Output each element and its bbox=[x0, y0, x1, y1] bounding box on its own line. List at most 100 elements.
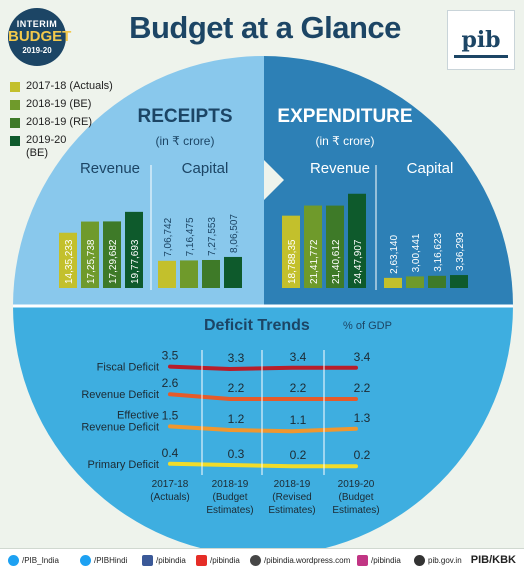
deficit-value-label: 1.5 bbox=[162, 408, 179, 422]
badge-line-3: 2019-20 bbox=[22, 46, 52, 55]
deficit-category-label: (Revised bbox=[272, 492, 311, 503]
page-title: Budget at a Glance bbox=[129, 10, 401, 45]
deficit-value-label: 0.4 bbox=[162, 446, 179, 460]
globe-icon[interactable] bbox=[414, 555, 425, 566]
expenditure-capital-value-label: 3,36,293 bbox=[455, 232, 466, 271]
deficit-value-label: 2.2 bbox=[354, 381, 371, 395]
legend-swatch bbox=[10, 136, 20, 146]
deficit-category-label: (Actuals) bbox=[150, 492, 189, 503]
expenditure-capital-bar bbox=[384, 277, 402, 288]
deficit-series-name: Fiscal Deficit bbox=[97, 362, 159, 374]
deficit-category-label: Estimates) bbox=[332, 505, 379, 516]
badge-line-1: INTERIM bbox=[16, 19, 58, 29]
receipts-revenue-value-label: 19,77,693 bbox=[130, 239, 141, 284]
legend-label: 2018-19 (BE) bbox=[26, 98, 92, 110]
deficit-value-label: 1.1 bbox=[290, 413, 307, 427]
deficit-category-label: (Budget bbox=[338, 492, 373, 503]
deficit-series-name: Effective bbox=[117, 409, 159, 421]
badge-line-2: BUDGET bbox=[8, 28, 72, 45]
expenditure-revenue-bar bbox=[326, 205, 344, 288]
expenditure-revenue-bar bbox=[348, 193, 366, 288]
footer-social-bar: /PIB_India/PIBHindi/pibindia/pibindia/pi… bbox=[0, 548, 524, 575]
twitter-icon[interactable] bbox=[8, 555, 19, 566]
expenditure-revenue-bar bbox=[304, 205, 322, 288]
deficit-value-label: 2.6 bbox=[162, 376, 179, 390]
legend-label: 2018-19 (RE) bbox=[26, 116, 93, 128]
receipts-capital-bar bbox=[180, 260, 198, 288]
deficit-series-name: Primary Deficit bbox=[87, 459, 159, 471]
facebook-icon[interactable] bbox=[142, 555, 153, 566]
receipts-revenue-bar bbox=[125, 211, 143, 288]
receipts-capital-value-label: 7,16,475 bbox=[185, 217, 196, 256]
receipts-revenue-value-label: 14,35,233 bbox=[64, 239, 75, 284]
pib-logo: pib bbox=[447, 10, 515, 70]
deficit-value-label: 3.4 bbox=[354, 350, 371, 364]
receipts-revenue-bar bbox=[81, 221, 99, 288]
legend-label: 2019-20 (BE) bbox=[26, 134, 67, 159]
expenditure-subtitle: (in ₹ crore) bbox=[315, 134, 375, 148]
deficit-value-label: 3.5 bbox=[162, 349, 179, 363]
expenditure-capital-value-label: 2,63,140 bbox=[389, 235, 400, 274]
expenditure-capital-label: Capital bbox=[406, 160, 454, 177]
expenditure-capital-bar bbox=[428, 275, 446, 288]
deficit-category-label: 2017-18 bbox=[152, 479, 189, 490]
legend-swatch bbox=[10, 100, 20, 110]
legend-swatch bbox=[10, 118, 20, 128]
legend-label: 2017-18 (Actuals) bbox=[26, 80, 113, 92]
expenditure-capital-bar bbox=[450, 275, 468, 288]
receipts-revenue-bar bbox=[103, 221, 121, 288]
deficit-value-label: 0.2 bbox=[354, 448, 371, 462]
receipts-capital-bar bbox=[158, 260, 176, 288]
expenditure-capital-bar bbox=[406, 276, 424, 288]
twitter-icon[interactable] bbox=[80, 555, 91, 566]
receipts-subtitle: (in ₹ crore) bbox=[155, 134, 215, 148]
expenditure-capital-value-label: 3,16,623 bbox=[433, 232, 444, 271]
receipts-capital-bar bbox=[224, 256, 242, 288]
footer-link[interactable]: /pibindia bbox=[156, 556, 186, 565]
deficit-value-label: 3.3 bbox=[228, 351, 245, 365]
deficit-series-line bbox=[168, 364, 358, 372]
expenditure-title: EXPENDITURE bbox=[277, 106, 413, 127]
footer-link[interactable]: /pibindia bbox=[371, 556, 401, 565]
deficit-value-label: 1.3 bbox=[354, 411, 371, 425]
footer-credit: PIB/KBK bbox=[470, 554, 516, 566]
receipts-capital-value-label: 8,06,507 bbox=[229, 214, 240, 253]
wordpress-icon[interactable] bbox=[250, 555, 261, 566]
expenditure-revenue-value-label: 21,40,612 bbox=[331, 239, 342, 284]
legend-swatch bbox=[10, 82, 20, 92]
expenditure-capital-value-label: 3,00,441 bbox=[411, 233, 422, 272]
pib-logo-text: pib bbox=[461, 27, 501, 53]
footer-link[interactable]: /PIB_India bbox=[22, 556, 59, 565]
receipts-revenue-label: Revenue bbox=[79, 160, 141, 177]
receipts-capital-value-label: 7,06,742 bbox=[163, 217, 174, 256]
receipts-revenue-value-label: 17,29,682 bbox=[108, 239, 119, 284]
deficit-category-label: Estimates) bbox=[268, 505, 315, 516]
deficit-value-label: 2.2 bbox=[290, 381, 307, 395]
deficit-value-label: 2.2 bbox=[228, 381, 245, 395]
footer-link[interactable]: /PIBHindi bbox=[94, 556, 128, 565]
expenditure-revenue-value-label: 24,47,907 bbox=[353, 239, 364, 284]
footer-link[interactable]: pib.gov.in bbox=[428, 556, 462, 565]
deficit-unit-label: % of GDP bbox=[343, 320, 392, 332]
instagram-icon[interactable] bbox=[357, 555, 368, 566]
expenditure-revenue-bar bbox=[282, 215, 300, 288]
deficit-category-label: 2019-20 bbox=[338, 479, 375, 490]
expenditure-revenue-value-label: 21,41,772 bbox=[309, 239, 320, 284]
deficit-value-label: 0.3 bbox=[228, 447, 245, 461]
footer-link[interactable]: /pibindia.wordpress.com bbox=[264, 556, 351, 565]
footer-link[interactable]: /pibindia bbox=[210, 556, 240, 565]
deficit-value-label: 0.2 bbox=[290, 448, 307, 462]
youtube-icon[interactable] bbox=[196, 555, 207, 566]
receipts-capital-label: Capital bbox=[181, 160, 229, 177]
expenditure-revenue-value-label: 18,788,35 bbox=[287, 239, 298, 284]
deficit-value-label: 1.2 bbox=[228, 412, 245, 426]
receipts-revenue-value-label: 17,25,738 bbox=[86, 239, 97, 284]
deficit-category-label: Estimates) bbox=[206, 505, 253, 516]
deficit-category-label: 2018-19 bbox=[212, 479, 249, 490]
receipts-capital-bar bbox=[202, 259, 220, 288]
receipts-title: RECEIPTS bbox=[137, 106, 233, 127]
receipts-capital-value-label: 7,27,553 bbox=[207, 217, 218, 256]
interim-budget-badge: INTERIM BUDGET 2019-20 bbox=[8, 8, 72, 66]
receipts-revenue-bar bbox=[59, 232, 77, 288]
